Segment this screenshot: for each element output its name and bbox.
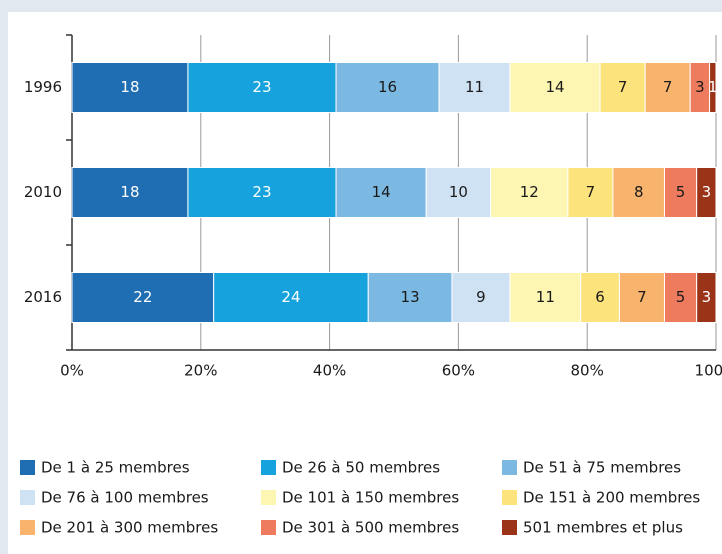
data-label: 7 [637, 288, 647, 306]
legend-label: De 26 à 50 membres [282, 459, 440, 477]
legend-swatch [20, 490, 35, 505]
legend-swatch [20, 460, 35, 475]
data-label: 3 [695, 78, 705, 96]
data-label: 23 [252, 78, 271, 96]
data-label: 14 [372, 183, 391, 201]
data-label: 9 [476, 288, 486, 306]
data-label: 14 [545, 78, 564, 96]
legend-label: De 76 à 100 membres [41, 489, 209, 507]
bar-segment [509, 272, 582, 323]
x-tick-label: 100% [695, 362, 722, 380]
x-tick-label: 20% [184, 362, 217, 380]
x-tick-label: 60% [442, 362, 475, 380]
legend-label: De 201 à 300 membres [41, 519, 218, 537]
bar-segment [696, 272, 717, 323]
data-label: 24 [281, 288, 300, 306]
data-label: 7 [618, 78, 628, 96]
bar-segment [567, 167, 614, 218]
legend-swatch [261, 490, 276, 505]
legend-swatch [261, 520, 276, 535]
legend-label: De 301 à 500 membres [282, 519, 459, 537]
data-label: 23 [252, 183, 271, 201]
data-label: 12 [520, 183, 539, 201]
data-label: 3 [702, 288, 712, 306]
bar-segment [335, 62, 440, 113]
data-label: 13 [401, 288, 420, 306]
data-label: 5 [676, 288, 686, 306]
y-tick-label: 2010 [24, 183, 62, 201]
bar-segment [612, 167, 665, 218]
bar-segment [71, 167, 189, 218]
data-label: 3 [702, 183, 712, 201]
data-label: 7 [586, 183, 596, 201]
data-label: 16 [378, 78, 397, 96]
bar-segment [213, 272, 369, 323]
data-label: 11 [465, 78, 484, 96]
legend-label: De 1 à 25 membres [41, 459, 190, 477]
bar-segment [709, 62, 717, 113]
bar-segment [187, 167, 337, 218]
data-label: 6 [595, 288, 605, 306]
legend-swatch [502, 490, 517, 505]
bar-segment [644, 62, 691, 113]
legend-label: 501 membres et plus [523, 519, 683, 537]
bar-segment [599, 62, 646, 113]
data-label: 18 [120, 78, 139, 96]
data-label: 18 [120, 183, 139, 201]
y-tick-label: 1996 [24, 78, 62, 96]
bar-segment [425, 167, 492, 218]
bar-segment [618, 272, 665, 323]
bar-segment [696, 167, 717, 218]
bar-segment [490, 167, 569, 218]
legend-swatch [502, 520, 517, 535]
x-tick-label: 0% [60, 362, 84, 380]
bar-segment [367, 272, 453, 323]
x-tick-label: 40% [313, 362, 346, 380]
legend-swatch [20, 520, 35, 535]
legend-label: De 51 à 75 membres [523, 459, 681, 477]
data-label: 1 [708, 78, 718, 96]
legend-label: De 101 à 150 membres [282, 489, 459, 507]
x-tick-label: 80% [571, 362, 604, 380]
y-tick-label: 2016 [24, 288, 62, 306]
data-label: 11 [536, 288, 555, 306]
data-label: 7 [663, 78, 673, 96]
data-label: 22 [133, 288, 152, 306]
bar-segment [335, 167, 427, 218]
legend-swatch [261, 460, 276, 475]
bar-segment [663, 167, 698, 218]
bar-segment [71, 272, 215, 323]
bar-segment [663, 272, 698, 323]
legend-label: De 151 à 200 membres [523, 489, 700, 507]
data-label: 8 [634, 183, 644, 201]
data-label: 5 [676, 183, 686, 201]
data-label: 10 [449, 183, 468, 201]
legend-swatch [502, 460, 517, 475]
